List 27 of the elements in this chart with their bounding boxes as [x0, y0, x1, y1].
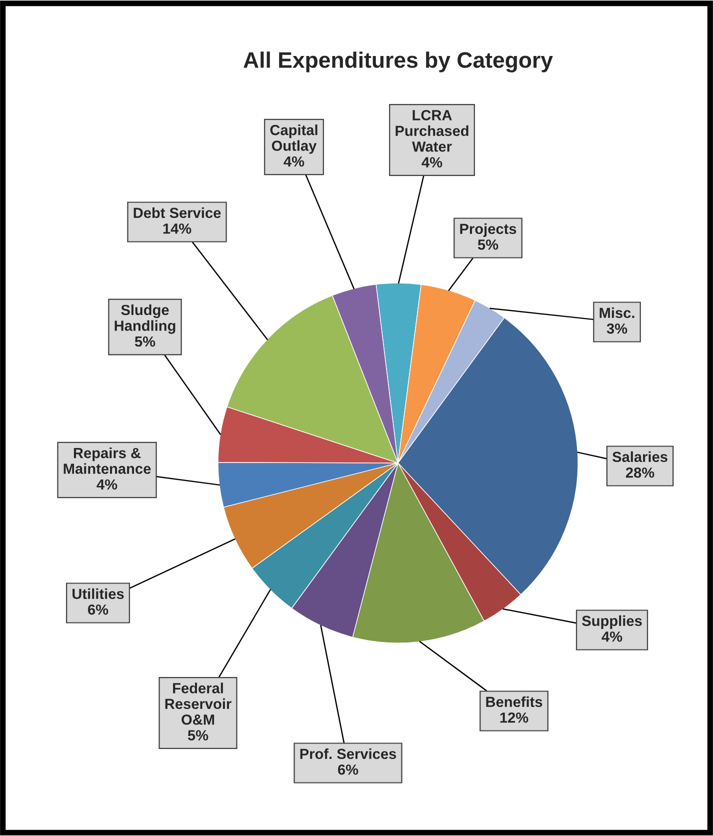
- slice-label: Projects: [460, 223, 516, 237]
- data-label: 3%: [606, 323, 628, 334]
- slice-label: Salaries: [612, 451, 668, 462]
- slice-label: Misc.: [600, 307, 634, 318]
- slice-label: Utilities: [72, 588, 124, 600]
- data-label: 5%: [188, 730, 208, 740]
- slice-label: Repairs & Maintenance: [64, 447, 151, 474]
- slice-label: Supplies: [582, 615, 642, 629]
- data-label: 4%: [602, 631, 622, 642]
- slice-label: Debt Service: [134, 207, 221, 218]
- slice-label: Federal Reservoir O&M: [165, 682, 232, 725]
- data-label: 6%: [338, 764, 358, 775]
- slice-label: Sludge Handling: [114, 304, 176, 334]
- data-label: 5%: [478, 239, 498, 250]
- slice-label: Prof. Services: [300, 748, 396, 760]
- data-label: 4%: [284, 156, 304, 167]
- data-label: 14%: [163, 223, 192, 234]
- slice-label: Benefits: [486, 696, 542, 708]
- data-label: 6%: [88, 604, 108, 615]
- data-label: 28%: [626, 467, 654, 478]
- data-label: 4%: [422, 157, 442, 168]
- slice-label: LCRA Purchased Water: [396, 110, 468, 152]
- data-label: 12%: [500, 712, 528, 723]
- chart-title: All Expenditures by Category: [244, 52, 553, 72]
- data-label: 5%: [134, 336, 156, 347]
- slice-label: Capital Outlay: [270, 124, 318, 154]
- data-label: 4%: [96, 479, 118, 490]
